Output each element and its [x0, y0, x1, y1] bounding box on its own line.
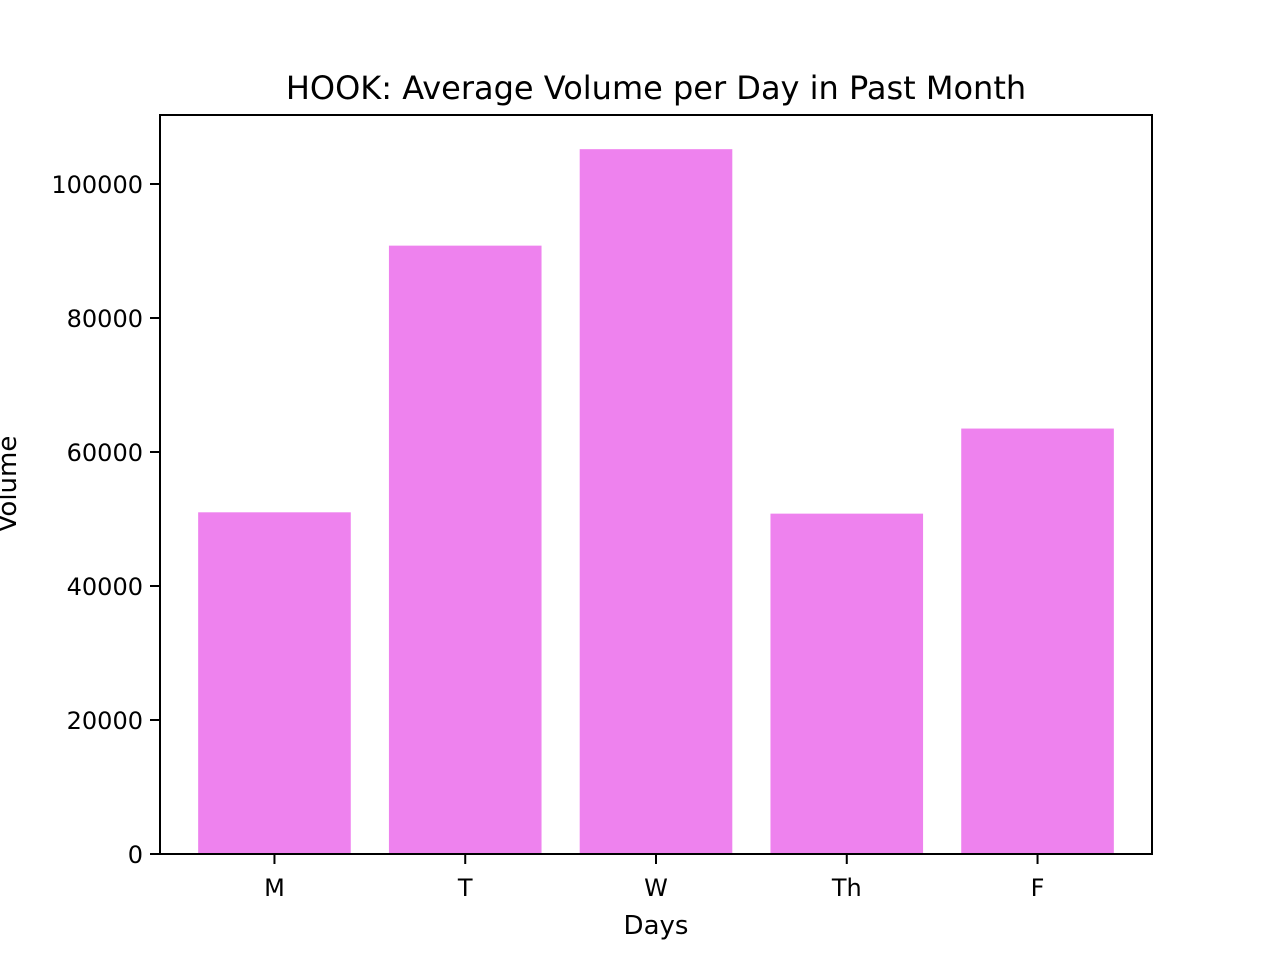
bar-th: [770, 513, 924, 854]
y-axis-label: Volume: [0, 436, 23, 533]
bar-w: [579, 149, 733, 854]
bar-m: [198, 512, 351, 854]
x-tick-label: Th: [831, 874, 862, 902]
bar-f: [961, 428, 1114, 854]
y-tick-label: 40000: [67, 573, 143, 601]
y-tick-label: 100000: [51, 171, 143, 199]
y-axis: 0 20000 40000 60000 80000 100000: [51, 171, 160, 869]
x-tick-label: M: [264, 874, 285, 902]
y-tick-label: 0: [128, 841, 143, 869]
bar-t: [388, 245, 542, 854]
x-axis-label: Days: [624, 911, 689, 941]
bars-group: [198, 149, 1114, 854]
y-tick-label: 60000: [67, 439, 143, 467]
y-tick-label: 20000: [67, 707, 143, 735]
y-tick-label: 80000: [67, 305, 143, 333]
x-tick-label: W: [644, 874, 668, 902]
chart-title: HOOK: Average Volume per Day in Past Mon…: [286, 69, 1026, 107]
x-tick-label: T: [457, 874, 473, 902]
x-axis: M T W Th F: [264, 854, 1044, 902]
x-tick-label: F: [1031, 874, 1045, 902]
